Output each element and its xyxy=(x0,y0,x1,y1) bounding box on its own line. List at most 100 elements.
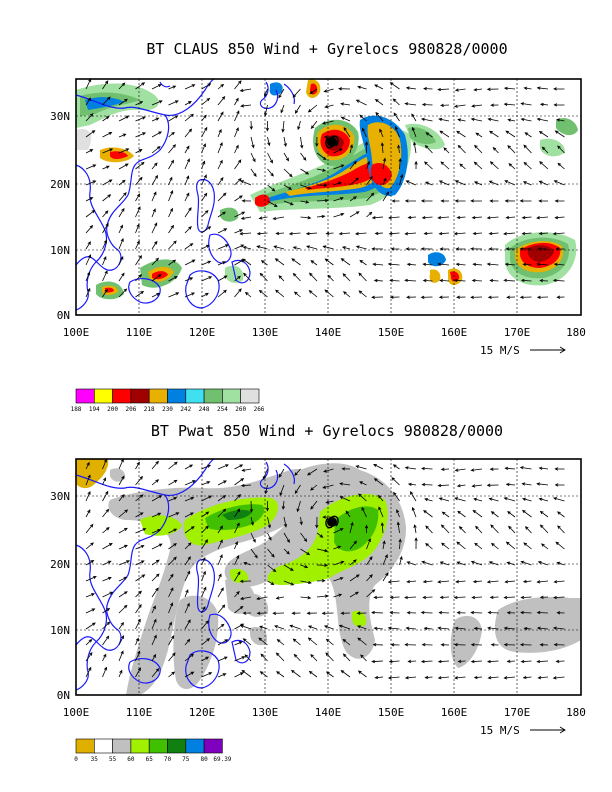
wind-vector-arrow xyxy=(371,247,384,251)
wind-vector-arrow xyxy=(249,120,253,130)
wind-vector-arrow xyxy=(234,144,239,154)
wind-vector-arrow xyxy=(522,181,532,186)
wind-vector-arrow xyxy=(377,494,384,502)
wind-vector-arrow xyxy=(151,257,160,266)
wind-vector-arrow xyxy=(471,104,483,108)
wind-vector-arrow xyxy=(325,231,334,236)
wind-vector-arrow xyxy=(453,643,466,647)
wind-vector-arrow xyxy=(234,522,240,534)
wind-vector-arrow xyxy=(454,626,466,630)
wind-vector-arrow xyxy=(457,659,466,663)
wind-vector-arrow xyxy=(274,625,285,630)
wind-vector-arrow xyxy=(406,262,417,267)
wind-vector-arrow xyxy=(522,579,532,584)
panel1-lat-label: 10N xyxy=(50,244,70,257)
wind-vector-arrow xyxy=(523,86,532,90)
wind-vector-arrow xyxy=(283,200,294,206)
wind-vector-arrow xyxy=(292,88,301,98)
wind-vector-arrow xyxy=(102,239,107,250)
wind-vector-arrow xyxy=(404,102,417,106)
wind-vector-arrow xyxy=(437,87,450,92)
wind-vector-arrow xyxy=(135,650,141,662)
colorbar-label: 55 xyxy=(109,756,117,763)
wind-vector-arrow xyxy=(536,580,549,584)
panel1-lon-label: 170E xyxy=(504,326,531,339)
wind-vector-arrow xyxy=(420,199,433,203)
wind-vector-arrow xyxy=(536,295,549,299)
wind-vector-arrow xyxy=(239,579,252,583)
wind-vector-arrow xyxy=(168,479,178,486)
wind-vector-arrow xyxy=(278,468,285,478)
wind-vector-arrow xyxy=(378,506,384,518)
wind-vector-arrow xyxy=(258,289,268,298)
wind-vector-arrow xyxy=(556,118,565,122)
wind-vector-arrow xyxy=(349,559,357,566)
wind-vector-arrow xyxy=(184,602,190,614)
wind-vector-arrow xyxy=(438,117,450,122)
wind-vector-arrow xyxy=(520,610,532,615)
colorbar-swatch xyxy=(185,738,205,754)
wind-vector-arrow xyxy=(85,197,94,202)
wind-vector-arrow xyxy=(275,289,285,298)
wind-vector-arrow xyxy=(291,258,301,266)
wind-vector-arrow xyxy=(340,116,351,122)
wind-vector-arrow xyxy=(382,191,389,202)
wind-vector-arrow xyxy=(375,111,384,122)
wind-vector-arrow xyxy=(102,653,107,662)
wind-vector-arrow xyxy=(217,142,223,154)
colorbar-label: 80 xyxy=(200,756,208,763)
wind-vector-arrow xyxy=(406,579,417,584)
wind-vector-arrow xyxy=(489,130,499,138)
wind-vector-arrow xyxy=(316,548,329,553)
wind-vector-arrow xyxy=(151,512,162,518)
wind-vector-arrow xyxy=(276,639,285,646)
wind-vector-arrow xyxy=(85,474,91,486)
wind-vector-arrow xyxy=(387,262,400,266)
wind-vector-arrow xyxy=(307,625,318,630)
wind-vector-arrow xyxy=(404,232,417,236)
wind-vector-arrow xyxy=(258,216,268,220)
colorbar-label: 0 xyxy=(74,756,78,763)
wind-vector-arrow xyxy=(373,595,384,600)
wind-vector-arrow xyxy=(538,466,549,470)
panel2-lat-label: 10N xyxy=(50,624,70,637)
wind-vector-arrow xyxy=(184,192,190,202)
wind-vector-arrow xyxy=(217,244,229,250)
wind-vector-arrow xyxy=(151,605,156,614)
wind-vector-arrow xyxy=(486,659,499,664)
wind-vector-arrow xyxy=(151,292,161,298)
wind-vector-arrow xyxy=(333,545,342,550)
wind-vector-arrow xyxy=(151,667,160,678)
panel2-lon-labels: 100E 110E 120E 130E 140E 150E 160E 170E … xyxy=(63,706,586,719)
wind-vector-arrow xyxy=(201,226,212,234)
colorbar-swatch xyxy=(112,388,132,404)
wind-vector-arrow xyxy=(333,528,344,534)
wind-vector-arrow xyxy=(267,136,271,147)
wind-vector-arrow xyxy=(503,676,516,680)
wind-vector-arrow xyxy=(404,278,417,283)
wind-vector-arrow xyxy=(457,144,466,154)
wind-vector-arrow xyxy=(333,560,345,566)
wind-vector-arrow xyxy=(392,98,400,106)
wind-vector-arrow xyxy=(135,560,145,566)
wind-vector-arrow xyxy=(151,634,157,646)
wind-vector-arrow xyxy=(422,579,433,584)
colorbar-label: 188 xyxy=(71,406,82,413)
wind-vector-arrow xyxy=(343,291,351,298)
wind-vector-arrow xyxy=(234,229,244,234)
wind-vector-arrow xyxy=(240,596,252,601)
wind-vector-arrow xyxy=(440,643,450,647)
wind-vector-arrow xyxy=(505,130,516,138)
wind-vector-arrow xyxy=(437,626,450,630)
wind-vector-arrow xyxy=(217,83,225,90)
wind-vector-arrow xyxy=(135,475,143,486)
wind-vector-arrow xyxy=(380,142,385,154)
panel2-lon-label: 150E xyxy=(378,706,405,719)
wind-vector-arrow xyxy=(391,477,400,486)
wind-vector-arrow xyxy=(454,180,466,186)
wind-vector-arrow xyxy=(523,626,532,631)
wind-vector-arrow xyxy=(151,208,156,218)
wind-vector-arrow xyxy=(151,162,158,170)
wind-vector-arrow xyxy=(85,652,93,662)
wind-vector-arrow xyxy=(184,464,194,470)
